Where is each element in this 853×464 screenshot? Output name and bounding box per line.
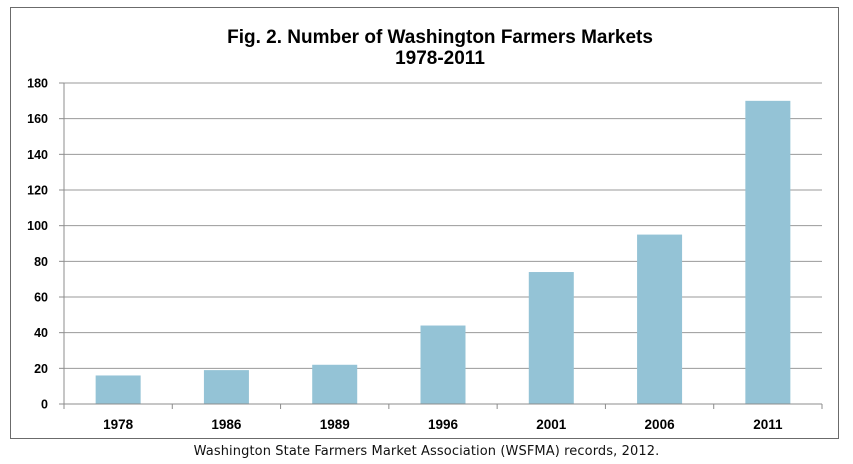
bar [420,325,466,404]
bar [528,272,574,404]
gridlines [64,82,822,369]
y-tick-label: 80 [34,255,48,269]
x-tick-label: 2006 [645,417,676,432]
x-tick-label: 1986 [211,417,242,432]
axes [59,82,823,409]
x-tick-label: 2001 [536,417,567,432]
bar-chart: Fig. 2. Number of Washington Farmers Mar… [27,27,823,432]
y-tick-label: 0 [41,398,48,412]
chart-title: Fig. 2. Number of Washington Farmers Mar… [227,27,653,48]
x-tick-label: 2011 [753,417,783,432]
y-tick-label: 100 [27,219,48,233]
x-tick-labels: 1978 1986 1989 1996 2001 2006 2011 [103,417,783,432]
bars [95,100,791,404]
bar [637,234,683,404]
y-tick-label: 140 [27,148,48,162]
bar [203,370,249,404]
y-tick-label: 60 [34,291,48,305]
bar [745,100,791,404]
x-tick-label: 1989 [320,417,350,432]
source-caption: Washington State Farmers Market Associat… [193,444,660,459]
chart-subtitle: 1978-2011 [395,48,485,69]
y-tick-labels: 0 20 40 60 80 100 120 140 160 180 [27,77,48,412]
y-tick-label: 40 [34,326,48,340]
bar [95,375,141,404]
y-tick-label: 20 [34,362,48,376]
x-tick-label: 1978 [103,417,134,432]
x-tick-label: 1996 [428,417,459,432]
bar [312,364,358,404]
y-tick-label: 120 [27,184,48,198]
y-tick-label: 160 [27,112,48,126]
y-tick-label: 180 [27,77,48,91]
